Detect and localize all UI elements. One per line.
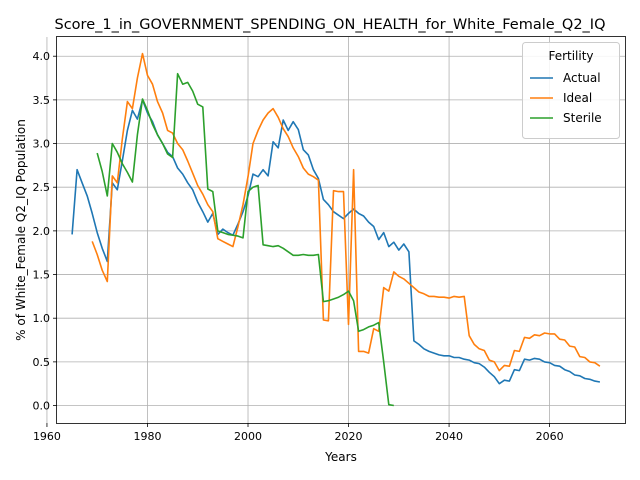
y-tick-label: 0.5 — [33, 356, 51, 369]
legend-title: Fertility — [548, 49, 593, 63]
x-tick-label: 2040 — [435, 430, 463, 443]
y-tick-label: 1.0 — [33, 312, 51, 325]
y-axis-ticks: 0.0 0.5 1.0 1.5 2.0 2.5 3.0 3.5 4.0 — [33, 50, 57, 413]
legend-box — [522, 42, 620, 139]
x-tick-label: 1960 — [33, 430, 61, 443]
y-axis-label: % of White_Female Q2_IQ Population — [14, 119, 28, 341]
legend-items: Actual Ideal Sterile — [530, 71, 602, 125]
series-lines — [71, 52, 601, 407]
x-axis-label: Years — [324, 450, 357, 464]
legend: Fertility Actual Ideal Sterile — [522, 42, 620, 139]
y-tick-label: 1.5 — [33, 269, 51, 282]
series-line-ideal — [91, 52, 601, 372]
x-tick-label: 2000 — [234, 430, 262, 443]
chart-title: Score_1_in_GOVERNMENT_SPENDING_ON_HEALTH… — [55, 17, 606, 33]
x-tick-label: 2020 — [335, 430, 363, 443]
x-tick-label: 2060 — [536, 430, 564, 443]
y-tick-label: 2.5 — [33, 181, 51, 194]
series-line-sterile — [96, 72, 394, 407]
legend-label-sterile: Sterile — [563, 111, 602, 125]
y-tick-label: 3.5 — [33, 94, 51, 107]
series-line-actual — [71, 99, 601, 385]
x-axis-ticks: 1960 1980 2000 2020 2040 2060 — [33, 423, 564, 443]
plot-frame — [56, 36, 626, 424]
y-tick-label: 3.0 — [33, 138, 51, 151]
y-tick-label: 2.0 — [33, 225, 51, 238]
y-tick-label: 0.0 — [33, 400, 51, 413]
legend-label-ideal: Ideal — [563, 91, 592, 105]
legend-label-actual: Actual — [563, 71, 601, 85]
y-tick-label: 4.0 — [33, 50, 51, 63]
x-tick-label: 1980 — [133, 430, 161, 443]
